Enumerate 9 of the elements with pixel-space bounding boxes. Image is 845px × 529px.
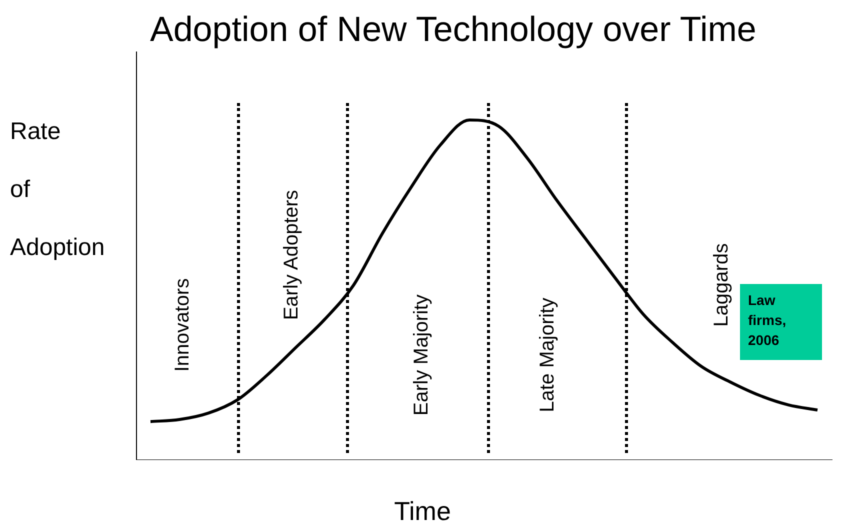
annotation: Innovators [172,278,194,372]
x-axis-title: Time [393,496,452,527]
text: Rate of Adoption [10,118,105,261]
annotation: Late Majority [536,298,560,412]
annotation: Laggards [710,243,734,327]
chart-title: Adoption of New Technology over Time [150,10,756,50]
annotation: Law firms, 2006 [740,284,822,360]
annotation: Early Adopters [280,190,304,320]
annotation: Early Majority [410,294,434,416]
